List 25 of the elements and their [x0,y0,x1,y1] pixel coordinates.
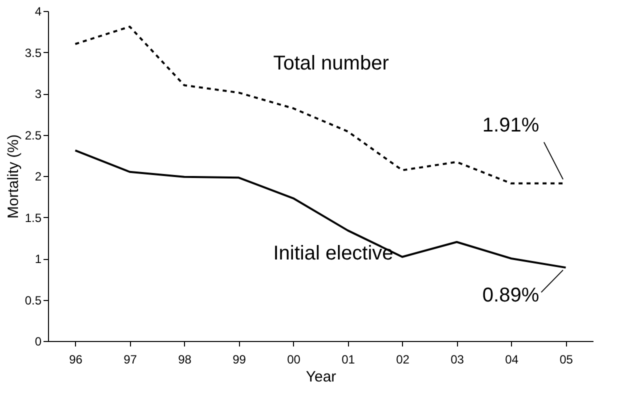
y-tick-label: 1.5 [24,210,42,225]
x-tick-label: 01 [342,352,356,366]
x-tick-label: 03 [450,352,464,366]
y-tick-label: 2.5 [24,128,42,142]
x-axis-title: Year [306,368,336,386]
series-label: Total number [273,52,390,74]
y-tick-label: 1 [34,252,42,266]
y-tick-label: 3.5 [24,46,42,60]
x-tick-label: 02 [396,352,410,366]
x-tick-label: 05 [560,352,574,366]
x-tick-label: 00 [287,352,301,366]
y-tick-label: 4 [34,4,42,18]
series-label: Initial elective [273,242,394,264]
y-tick-label: 2 [34,170,42,184]
annotation: 0.89% [482,284,540,307]
y-tick-label: 3 [34,87,42,101]
x-tick-label: 99 [232,352,246,366]
x-tick-label: 97 [124,352,138,366]
x-tick-label: 04 [505,352,519,366]
x-tick-label: 96 [69,352,83,366]
y-axis-title: Mortality (%) [4,134,22,219]
y-tick-label: 0.5 [24,293,42,308]
annotation: 1.91% [482,114,540,136]
y-tick-label: 0 [34,334,42,348]
x-tick-label: 98 [178,352,192,366]
